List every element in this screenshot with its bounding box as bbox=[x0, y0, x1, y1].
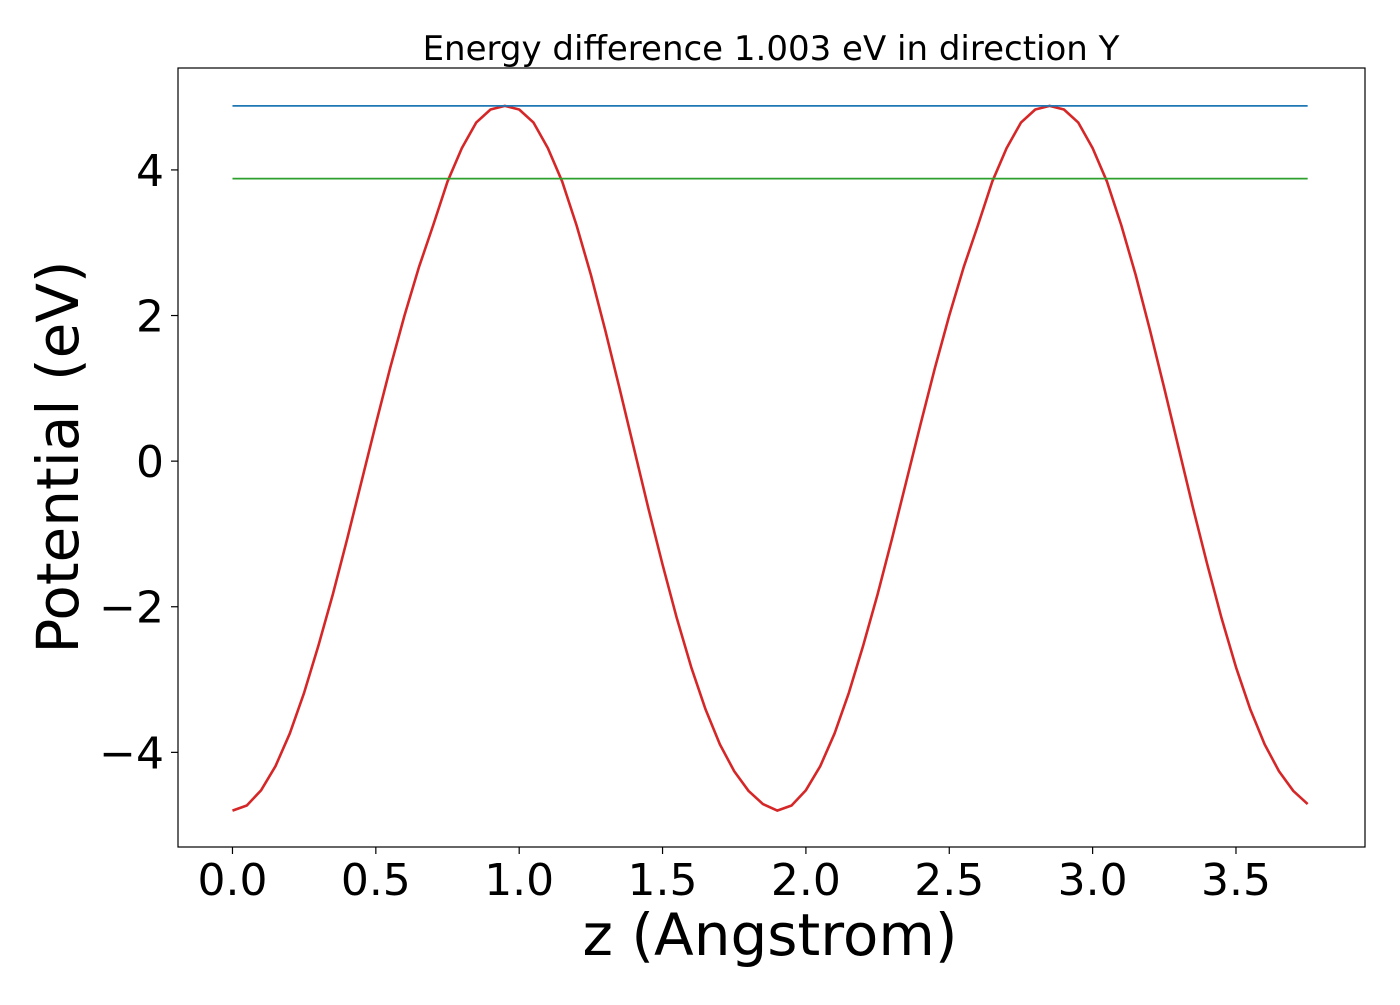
y-axis-label: Potential (eV) bbox=[24, 260, 92, 653]
y-tick-label: −2 bbox=[99, 583, 164, 634]
y-tick-label: 2 bbox=[136, 292, 164, 343]
x-tick-label: 0.0 bbox=[197, 855, 267, 906]
series-line-0 bbox=[232, 104, 1309, 812]
x-axis-label: z (Angstrom) bbox=[583, 901, 958, 969]
x-axis-ticks: 0.0 0.5 1.0 1.5 2.0 2.5 3.0 3.5 bbox=[197, 847, 1271, 906]
series-layer bbox=[232, 104, 1309, 812]
x-tick-label: 1.5 bbox=[628, 855, 698, 906]
x-tick-label: 0.5 bbox=[341, 855, 411, 906]
x-tick-label: 1.0 bbox=[484, 855, 554, 906]
x-tick-label: 2.5 bbox=[914, 855, 984, 906]
x-tick-label: 2.0 bbox=[771, 855, 841, 906]
y-tick-label: 4 bbox=[136, 146, 164, 197]
y-tick-label: −4 bbox=[99, 728, 164, 779]
plot-frame bbox=[177, 67, 1366, 848]
x-tick-label: 3.0 bbox=[1058, 855, 1128, 906]
y-axis-ticks: −4 −2 0 2 4 bbox=[99, 146, 178, 779]
x-tick-label: 3.5 bbox=[1201, 855, 1271, 906]
chart-title: Energy difference 1.003 eV in direction … bbox=[423, 29, 1120, 69]
y-tick-label: 0 bbox=[136, 437, 164, 488]
